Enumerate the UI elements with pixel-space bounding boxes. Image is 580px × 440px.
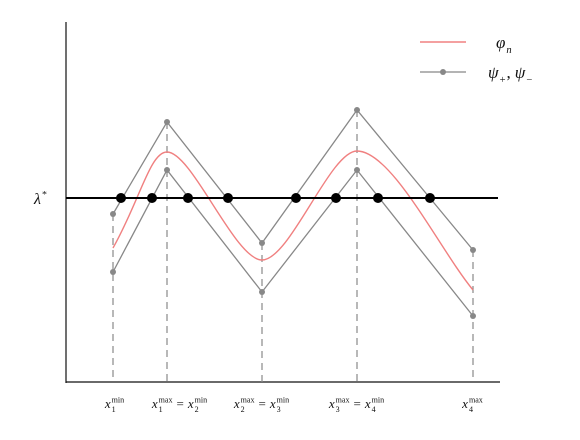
math-base: x	[461, 396, 468, 411]
math-sub: 2	[195, 405, 199, 414]
math-sub: 4	[372, 405, 376, 414]
x-label-relation: =	[353, 396, 360, 411]
math-sub: 2	[241, 405, 245, 414]
math-sub: 1	[112, 405, 116, 414]
legend-psi-marker	[440, 69, 446, 75]
x-label-relation: =	[258, 396, 265, 411]
intersection	[116, 193, 126, 203]
math-base: x	[328, 396, 335, 411]
math-sup: max	[159, 396, 173, 405]
math-base: x	[104, 396, 111, 411]
point	[470, 313, 476, 319]
math-base: φ	[496, 33, 505, 52]
point	[354, 107, 360, 113]
intersection	[291, 193, 301, 203]
intersections	[116, 193, 435, 203]
math-sub: −	[526, 75, 532, 86]
point	[259, 289, 265, 295]
legend-separator: ,	[507, 63, 511, 82]
math-sub: 1	[159, 405, 163, 414]
math-sup: *	[42, 189, 47, 200]
intersection	[373, 193, 383, 203]
point	[259, 240, 265, 246]
math-base: x	[187, 396, 194, 411]
math-sup: min	[277, 396, 290, 405]
math-base: x	[233, 396, 240, 411]
psi-points	[110, 107, 476, 319]
math-base: ψ	[488, 63, 499, 82]
math-base: λ	[33, 191, 41, 208]
math-base: ψ	[515, 63, 526, 82]
phi-curve	[112, 150, 474, 291]
intersection	[223, 193, 233, 203]
math-base: x	[364, 396, 371, 411]
intersection	[183, 193, 193, 203]
point	[164, 167, 170, 173]
math-base: x	[269, 396, 276, 411]
math-sup: min	[195, 396, 208, 405]
point	[354, 167, 360, 173]
lambda-label: λ *	[33, 189, 47, 208]
math-base: x	[151, 396, 158, 411]
math-sup: min	[112, 396, 125, 405]
dashed-guides	[112, 110, 474, 382]
math-sub: n	[506, 45, 511, 56]
psi-plus	[112, 108, 474, 251]
point	[110, 211, 116, 217]
math-sub: 3	[277, 405, 281, 414]
math-sup: max	[241, 396, 255, 405]
math-sub: +	[500, 75, 506, 86]
intersection	[331, 193, 341, 203]
point	[110, 269, 116, 275]
math-sub: 4	[469, 405, 473, 414]
math-sub: 3	[336, 405, 340, 414]
legend-psi: ψ +, ψ −	[488, 63, 532, 86]
math-sup: min	[372, 396, 385, 405]
point	[470, 247, 476, 253]
x-label-relation: =	[176, 396, 183, 411]
point	[164, 119, 170, 125]
intersection	[147, 193, 157, 203]
intersection	[425, 193, 435, 203]
math-sup: max	[469, 396, 483, 405]
math-sup: max	[336, 396, 350, 405]
